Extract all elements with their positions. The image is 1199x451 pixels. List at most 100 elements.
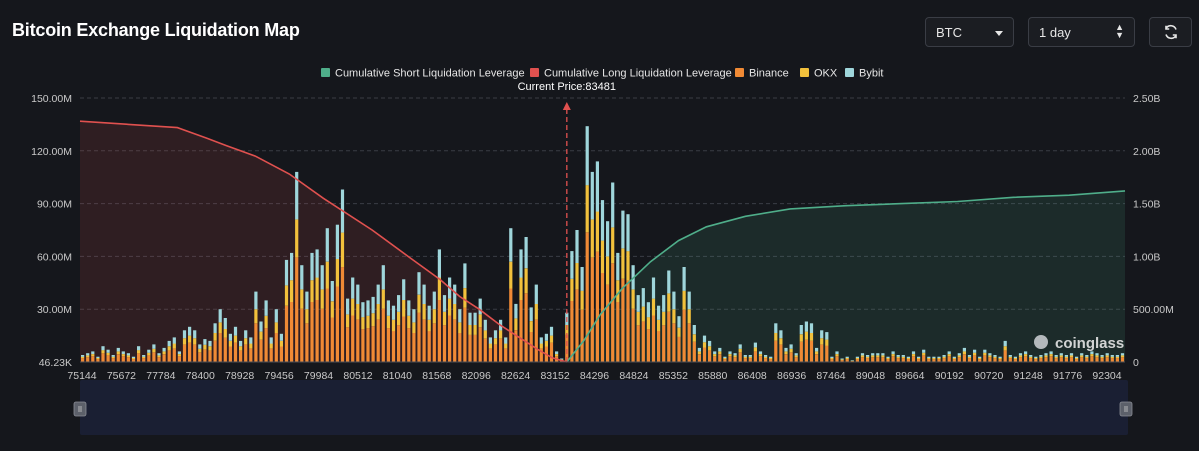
bar-bybit (524, 237, 528, 269)
bar-okx (886, 358, 890, 360)
bar-okx (116, 351, 120, 355)
y-right-tick-label: 2.00B (1133, 146, 1160, 158)
chart-legend[interactable]: Cumulative Short Liquidation Leverage Cum… (321, 68, 883, 80)
bar-okx (519, 277, 523, 300)
bar-binance (1003, 350, 1007, 362)
bar-binance (468, 334, 472, 362)
symbol-select[interactable]: BTC (925, 17, 1014, 47)
bar-bybit (106, 349, 110, 353)
bar-binance (886, 359, 890, 362)
bar-okx (555, 354, 559, 357)
bar-bybit (96, 356, 100, 358)
bar-binance (753, 351, 757, 362)
bar-bybit (549, 326, 554, 336)
bar-okx (866, 356, 870, 359)
bar-okx (499, 330, 503, 339)
bar-okx (239, 346, 243, 351)
bar-bybit (228, 333, 232, 341)
bar-okx (397, 311, 401, 326)
bar-bybit (320, 265, 324, 290)
y-left-tick-label: 46.23K (39, 357, 72, 369)
bar-bybit (1029, 355, 1033, 357)
bar-binance (346, 327, 350, 362)
bar-bybit (983, 349, 987, 353)
bar-okx (448, 298, 452, 316)
bar-binance (1095, 357, 1099, 362)
bar-bybit (830, 356, 834, 358)
bar-bybit (81, 355, 85, 357)
bar-okx (284, 285, 289, 306)
bar-bybit (871, 353, 875, 356)
bar-okx (799, 334, 803, 342)
bar-okx (570, 278, 574, 301)
bar-bybit (769, 356, 773, 358)
bar-bybit (356, 284, 360, 304)
bar-okx (417, 294, 421, 313)
zoom-handle-left[interactable] (73, 401, 87, 417)
period-select-value: 1 day (1039, 25, 1071, 40)
bar-bybit (804, 321, 808, 332)
bar-binance (967, 358, 972, 362)
bar-bybit (738, 344, 742, 349)
bar-okx (529, 321, 533, 332)
refresh-button[interactable] (1149, 17, 1192, 47)
bar-binance (228, 346, 232, 362)
bar-binance (575, 289, 579, 362)
bar-bybit (346, 298, 350, 315)
bar-okx (259, 331, 263, 340)
bar-bybit (91, 351, 95, 354)
bar-binance (1044, 357, 1048, 362)
period-select[interactable]: 1 day ▲ ▼ (1028, 17, 1135, 47)
bar-bybit (182, 330, 187, 339)
bar-okx (468, 325, 472, 335)
bar-okx (855, 358, 859, 360)
bar-bybit (1105, 353, 1109, 356)
bar-binance (927, 359, 931, 362)
bar-bybit (1059, 353, 1063, 356)
x-tick-label: 80512 (343, 370, 372, 382)
bar-binance (682, 309, 686, 362)
bar-bybit (855, 356, 859, 358)
bar-bybit (86, 353, 90, 356)
bar-okx (1018, 355, 1023, 358)
bar-binance (1075, 359, 1079, 362)
bar-binance (1059, 357, 1063, 362)
bar-binance (167, 350, 171, 362)
bar-binance (631, 308, 635, 362)
bar-binance (1013, 359, 1017, 362)
zoom-handle-right[interactable] (1119, 401, 1133, 417)
legend-label: Bybit (859, 68, 883, 80)
bar-okx (667, 293, 671, 312)
bar-bybit (233, 326, 238, 336)
bar-okx (295, 219, 299, 258)
bar-okx (611, 227, 615, 264)
bar-binance (223, 337, 227, 362)
bar-bybit (845, 356, 849, 358)
bar-bybit (463, 263, 467, 288)
bar-okx (371, 313, 375, 327)
current-price-label: Current Price:83481 (518, 81, 616, 93)
bar-bybit (376, 284, 380, 304)
zoom-slider[interactable] (73, 380, 1133, 435)
bar-binance (233, 342, 238, 362)
bar-binance (239, 350, 243, 362)
bar-bybit (906, 356, 910, 358)
bar-okx (544, 340, 548, 347)
bar-bybit (809, 323, 814, 333)
bar-bybit (442, 295, 447, 312)
y-left-tick-label: 60.00M (37, 251, 72, 263)
bar-binance (356, 319, 360, 362)
bar-okx (279, 340, 283, 347)
bar-okx (641, 306, 645, 322)
bar-bybit (555, 351, 559, 354)
x-tick-label: 89048 (856, 370, 885, 382)
bar-okx (218, 322, 222, 333)
bar-bybit (162, 347, 166, 352)
bar-binance (549, 342, 554, 362)
bar-okx (427, 319, 431, 332)
bar-binance (1034, 359, 1038, 362)
bar-bybit (407, 300, 411, 316)
bar-binance (881, 357, 885, 362)
bar-binance (330, 317, 334, 362)
bar-okx (1090, 354, 1094, 357)
